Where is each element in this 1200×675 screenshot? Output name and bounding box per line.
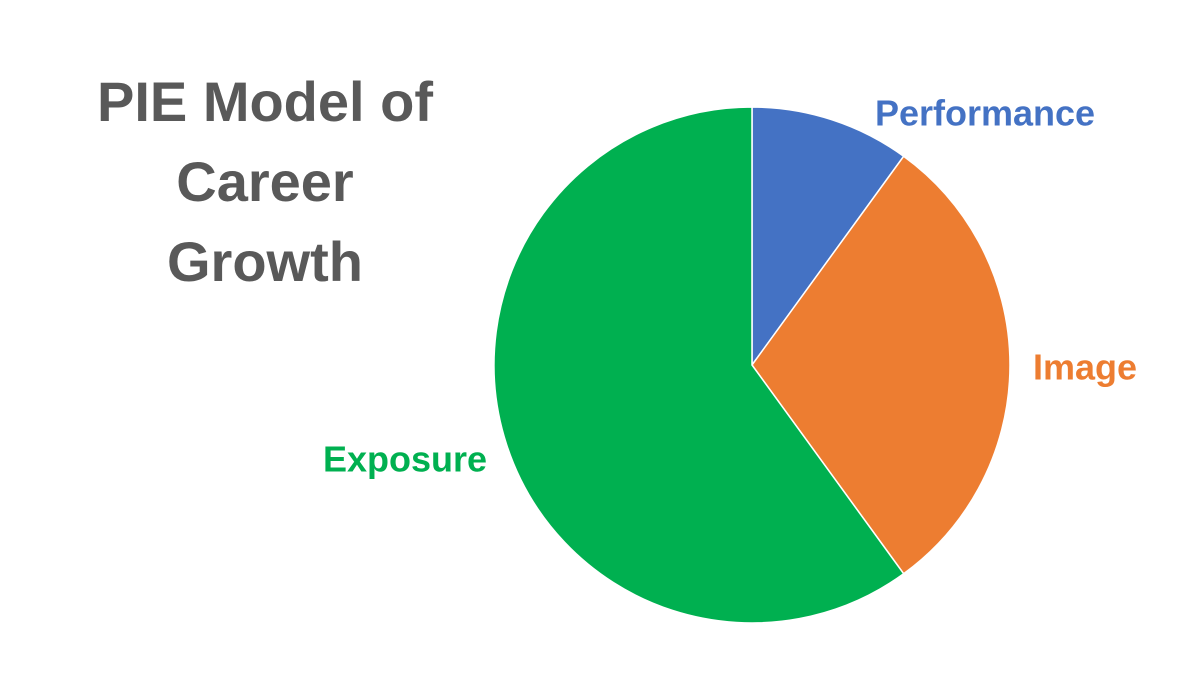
pie-slice [493,106,905,624]
slice-label: Image [1033,347,1137,388]
chart-title: PIE Model of Career Growth [97,70,433,293]
slice-label: Exposure [323,439,487,480]
slice-label: Performance [875,93,1095,134]
pie-slice [751,155,1011,575]
pie-slice [751,106,905,368]
